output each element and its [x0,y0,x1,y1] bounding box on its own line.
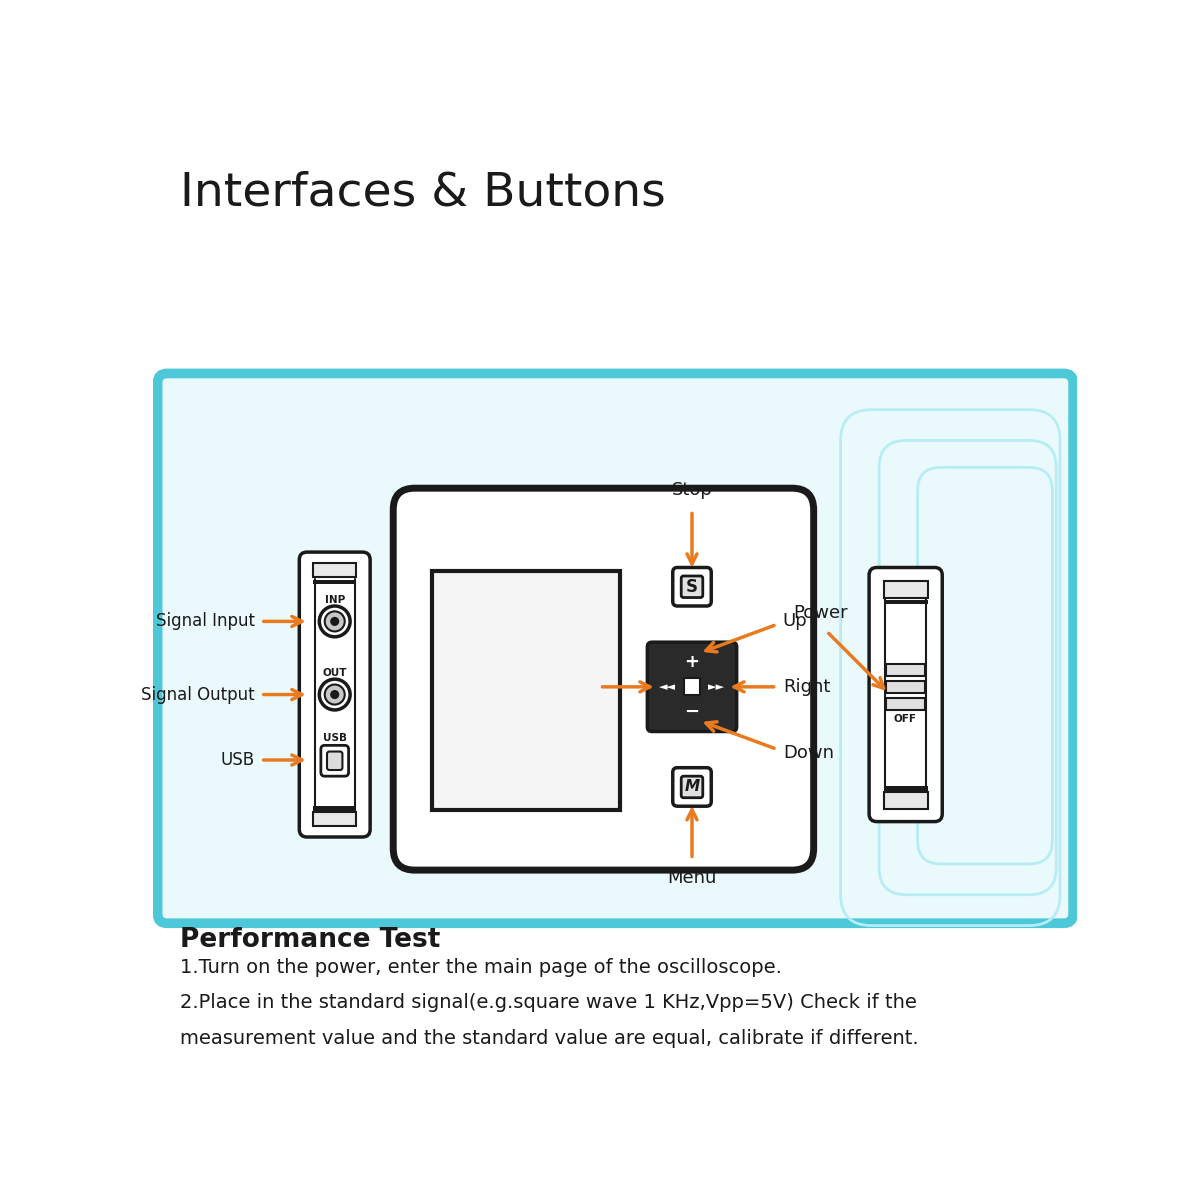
Circle shape [325,684,344,704]
FancyBboxPatch shape [157,373,1073,923]
Bar [886,697,925,710]
Circle shape [325,611,344,631]
Text: Right: Right [782,678,830,696]
FancyBboxPatch shape [673,768,712,806]
FancyBboxPatch shape [328,751,342,770]
FancyBboxPatch shape [394,488,814,870]
Text: USB: USB [323,733,347,744]
Text: OFF: OFF [894,714,917,724]
FancyBboxPatch shape [682,776,703,798]
Text: S: S [686,577,698,595]
Bar [886,664,925,676]
FancyBboxPatch shape [647,642,737,732]
Circle shape [319,606,350,637]
Text: Power: Power [793,604,848,622]
Text: Left: Left [560,678,594,696]
Text: Stop: Stop [672,481,713,499]
Text: M: M [684,780,700,794]
Bar [684,678,701,695]
Text: USB: USB [221,751,254,769]
Text: INP: INP [324,595,344,605]
Text: Down: Down [782,744,834,762]
Text: +: + [684,653,700,671]
FancyBboxPatch shape [869,568,942,822]
Bar [313,812,356,827]
Bar [883,786,928,791]
Text: Up: Up [782,612,808,630]
Circle shape [319,679,350,710]
Text: 2.Place in the standard signal(e.g.square wave 1 KHz,Vpp=5V) Check if the: 2.Place in the standard signal(e.g.squar… [180,994,917,1013]
Text: Signal Input: Signal Input [156,612,254,630]
Bar [883,792,928,809]
FancyBboxPatch shape [320,745,348,776]
Text: Interfaces & Buttons: Interfaces & Buttons [180,170,666,216]
Text: Signal Output: Signal Output [142,685,254,703]
Text: OUT: OUT [323,668,347,678]
Text: Menu: Menu [667,869,716,887]
Text: 1.Turn on the power, enter the main page of the oscilloscope.: 1.Turn on the power, enter the main page… [180,958,782,977]
Text: ►►: ►► [708,682,725,692]
Text: Performance Test: Performance Test [180,928,440,953]
Text: −: − [684,702,700,720]
Bar [432,571,620,810]
Bar [313,806,356,811]
Bar [883,600,928,605]
Circle shape [331,618,338,625]
FancyBboxPatch shape [682,576,703,598]
Circle shape [331,691,338,698]
FancyBboxPatch shape [299,552,370,838]
Bar [883,581,928,599]
Bar [313,580,356,584]
FancyBboxPatch shape [673,568,712,606]
Text: measurement value and the standard value are equal, calibrate if different.: measurement value and the standard value… [180,1028,918,1048]
Bar [313,563,356,577]
Text: ◄◄: ◄◄ [659,682,676,692]
Bar [886,680,925,694]
